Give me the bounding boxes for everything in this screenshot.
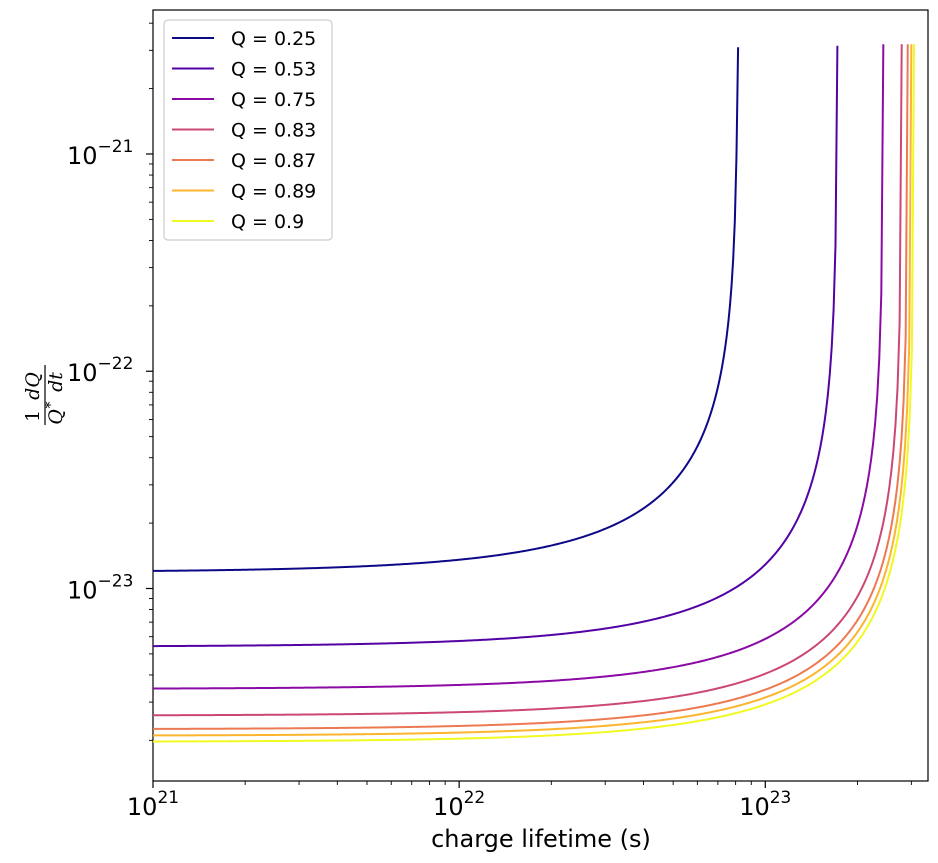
x-tick-label-1: 1022 [433,788,485,821]
series-line-7 [153,44,915,743]
x-tick-label-0: 1021 [127,788,179,821]
y-label-denominator-sup: * [43,402,59,409]
y-tick-label-1: 10−22 [67,354,133,387]
series-line-2 [152,45,839,648]
y-tick-label-0: 10−23 [67,571,133,604]
y-tick-label-2: 10−21 [67,137,133,170]
legend-frame [163,19,333,241]
x-tick-label-2: 1023 [739,788,791,821]
legend-label-6: Q = 0.89 [231,181,316,203]
series-layer [152,44,915,743]
y-axis-label: 1 dQ Q * dt [22,365,67,425]
series-line-1 [152,47,740,572]
axes-frame [152,9,929,782]
legend-items: Q = 0.25 Q = 0.53 Q = 0.75 Q = 0.83 Q = 0.87… [172,28,316,233]
x-axis: 1021 1022 1023 [127,781,912,821]
legend-label-4: Q = 0.83 [231,120,316,142]
y-label-numerator-right: dQ [22,372,44,400]
legend-label-5: Q = 0.87 [231,150,316,172]
legend: Q = 0.25 Q = 0.53 Q = 0.75 Q = 0.83 Q = 0.87… [163,19,333,241]
series-line-5 [152,44,909,730]
legend-label-7: Q = 0.9 [231,211,304,233]
series-line-6 [152,44,913,737]
plot-area: 1021 1022 1023 10−23 10−22 10−21 [67,9,929,821]
y-label-denominator: Q [45,409,67,425]
legend-label-3: Q = 0.75 [231,89,316,111]
y-label-numerator-left: 1 [22,410,44,422]
y-axis: 10−23 10−22 10−21 [67,22,153,741]
x-axis-label: charge lifetime (s) [431,825,651,853]
series-line-3 [153,44,885,690]
y-label-denominator-right: dt [45,372,67,392]
legend-label-2: Q = 0.53 [231,59,316,81]
legend-label-1: Q = 0.25 [231,28,316,50]
series-line-4 [153,44,903,717]
